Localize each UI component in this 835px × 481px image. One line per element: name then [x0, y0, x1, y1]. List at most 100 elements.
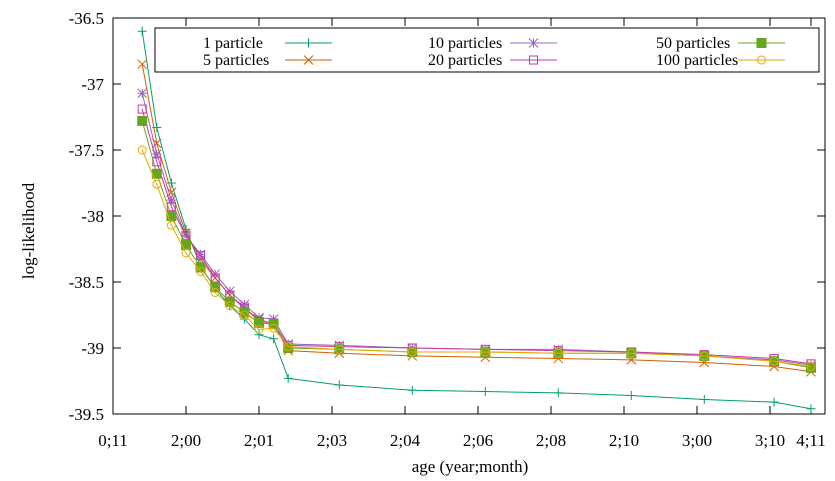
legend-swatch-marker: [303, 55, 314, 65]
plot-frame: [112, 17, 826, 415]
data-point: [480, 347, 490, 357]
legend-label: 5 particles: [203, 52, 269, 69]
series-line: [141, 149, 812, 367]
series-line: [141, 120, 812, 369]
legend-label: 1 particle: [203, 35, 263, 52]
data-point: [806, 361, 816, 371]
data-point: [151, 149, 162, 159]
data-point: [254, 330, 264, 340]
x-axis-title: age (year;month): [412, 457, 529, 476]
legend-item: 100 particles: [656, 52, 785, 69]
data-point: [210, 273, 220, 283]
data-point: [195, 249, 206, 260]
data-point: [254, 317, 264, 328]
data-point: [181, 248, 191, 258]
series-lines: [137, 26, 816, 414]
data-point: [553, 388, 563, 398]
series-4: [137, 115, 816, 373]
data-point: [626, 391, 636, 401]
data-point: [137, 26, 147, 36]
y-axis-title: log-likelihood: [19, 182, 38, 279]
x-tick-label: 2;06: [463, 431, 493, 450]
data-point: [166, 211, 177, 221]
data-point: [283, 342, 293, 352]
series-line: [141, 64, 812, 373]
data-point: [283, 373, 293, 383]
data-point: [254, 325, 264, 335]
data-point: [137, 59, 148, 70]
series-5: [137, 145, 816, 371]
data-point: [166, 220, 176, 230]
x-tick-label: 2;01: [244, 431, 274, 450]
series-line: [141, 108, 812, 365]
x-tick-label: 2;03: [317, 431, 347, 450]
data-point: [137, 145, 147, 155]
data-point: [137, 88, 148, 99]
legend-label: 10 particles: [428, 35, 502, 52]
data-point: [407, 347, 417, 357]
data-point: [407, 385, 417, 395]
x-tick-label: 0;11: [98, 431, 128, 450]
data-point: [480, 387, 490, 397]
y-tick-label: -38.5: [69, 273, 104, 292]
data-point: [334, 344, 344, 354]
data-point: [699, 394, 709, 404]
y-tick-label: -39.5: [69, 405, 104, 424]
data-point: [152, 157, 162, 167]
legend-item: 50 particles: [656, 35, 785, 52]
data-point: [181, 231, 191, 241]
legend-label: 100 particles: [656, 52, 738, 69]
series-2: [137, 88, 816, 371]
data-point: [806, 404, 816, 414]
data-point: [166, 195, 177, 206]
x-tick-label: 3;10: [755, 431, 785, 450]
x-tick-label: 4;11: [796, 431, 826, 450]
axes: -36.5 -37 -37.5 -38 -38.5 -39 -39.5 0;11 2;00 2;0…: [69, 9, 826, 450]
series-3: [137, 104, 816, 369]
legend-label: 50 particles: [656, 35, 730, 52]
legend-swatch-marker: [528, 38, 539, 48]
data-point: [626, 348, 636, 358]
legend-box: [154, 27, 820, 73]
y-tick-label: -39: [81, 339, 104, 358]
legend-swatch-marker: [529, 55, 538, 65]
x-tick-label: 2;04: [390, 431, 421, 450]
y-tick-label: -37.5: [69, 141, 104, 160]
data-point: [269, 334, 279, 344]
series-line: [141, 93, 812, 366]
data-point: [334, 380, 344, 390]
y-tick-label: -36.5: [69, 9, 104, 28]
legend-item: 10 particles: [428, 35, 557, 52]
legend-swatch-marker: [756, 38, 767, 48]
data-point: [137, 115, 148, 126]
data-point: [283, 343, 294, 353]
data-point: [137, 104, 147, 114]
data-point: [210, 288, 220, 298]
legend-item: 20 particles: [428, 52, 557, 69]
data-point: [225, 301, 235, 311]
series-1: [137, 59, 816, 377]
data-point: [699, 351, 709, 361]
data-point: [239, 299, 250, 310]
x-tick-label: 2;10: [609, 431, 639, 450]
data-point: [769, 356, 779, 366]
data-point: [166, 202, 176, 212]
legend-swatch-marker: [304, 38, 313, 48]
data-point: [181, 240, 191, 251]
data-point: [239, 310, 249, 320]
data-point: [553, 348, 563, 358]
data-point: [806, 362, 816, 373]
data-point: [769, 397, 779, 407]
x-tick-label: 3;00: [682, 431, 712, 450]
data-point: [269, 323, 279, 333]
legend-item: 5 particles: [203, 52, 332, 69]
data-point: [152, 179, 162, 189]
y-tick-label: -38: [81, 207, 104, 226]
data-point: [196, 251, 206, 261]
data-point: [196, 266, 206, 276]
y-tick-label: -37: [81, 75, 104, 94]
legend-label: 20 particles: [428, 52, 502, 69]
